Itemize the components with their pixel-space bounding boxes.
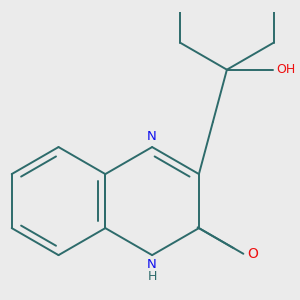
Text: O: O: [247, 247, 258, 261]
Text: OH: OH: [276, 63, 295, 76]
Text: N: N: [147, 258, 157, 271]
Text: H: H: [147, 270, 157, 283]
Text: N: N: [147, 130, 157, 143]
